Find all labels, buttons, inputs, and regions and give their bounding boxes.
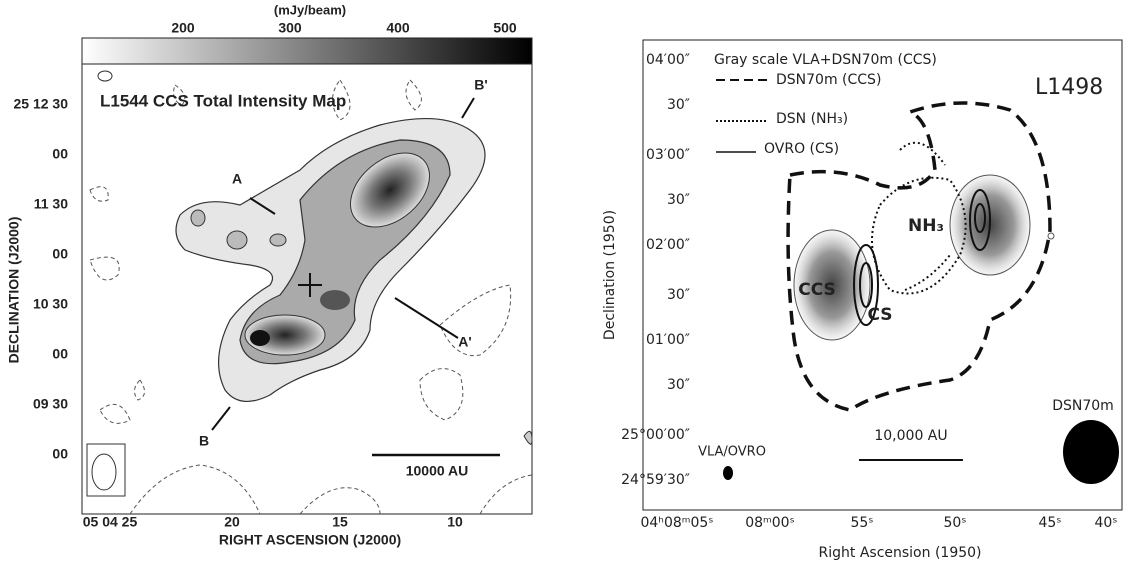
label: 15 — [332, 514, 348, 530]
label: A — [232, 171, 242, 187]
colorbar — [81, 37, 533, 65]
label: 00 — [52, 346, 68, 362]
peak — [350, 152, 430, 228]
label: 50ˢ — [943, 515, 966, 531]
label: 10000 AU — [406, 463, 469, 479]
label: 10,000 AU — [874, 428, 947, 444]
label: A' — [458, 334, 471, 350]
shape — [134, 379, 145, 401]
left-panel: (mJy/beam) 200 300 400 500 — [6, 2, 533, 548]
small-contour — [1047, 232, 1055, 240]
peak — [320, 290, 350, 310]
label: Right Ascension (1950) — [819, 545, 982, 561]
shape — [332, 79, 351, 121]
label: 00 — [52, 446, 68, 462]
label: DSN70m (CCS) — [776, 72, 881, 88]
label: 24°59′30″ — [621, 472, 690, 488]
shape — [173, 84, 186, 106]
label: NH₃ — [908, 216, 944, 236]
label: 40ˢ — [1094, 515, 1117, 531]
label: 01′00″ — [646, 332, 690, 348]
beam-contour — [97, 70, 113, 82]
label: 500 — [493, 20, 517, 36]
peak — [190, 209, 206, 227]
label: 08ᵐ00ˢ — [745, 515, 795, 531]
label: RIGHT ASCENSION (J2000) — [219, 532, 401, 548]
label: 04ʰ08ᵐ05ˢ — [640, 515, 713, 531]
ccs-core — [793, 229, 871, 341]
label: 10 30 — [33, 296, 68, 312]
beam-box — [86, 443, 126, 497]
right-panel: Gray scale VLA+DSN70m (CCS) DSN70m (CCS)… — [602, 39, 1123, 561]
label: 00 — [52, 146, 68, 162]
label: 11 30 — [34, 196, 68, 212]
shape — [129, 464, 261, 515]
negative-contours — [89, 79, 533, 515]
label: 03′00″ — [646, 147, 690, 163]
cs-contour — [859, 262, 873, 308]
label: VLA/OVRO — [698, 445, 766, 460]
label: DSN (NH₃) — [776, 111, 848, 127]
label: CS — [867, 305, 892, 325]
shape — [99, 403, 131, 424]
dsn70m-contour — [786, 101, 1052, 412]
cut-lines — [211, 97, 475, 431]
label: B' — [474, 77, 487, 93]
peak — [244, 314, 326, 356]
shape — [479, 474, 533, 515]
label: DECLINATION (J2000) — [6, 217, 22, 364]
shape — [299, 487, 381, 515]
shape — [89, 256, 120, 281]
beam — [91, 453, 117, 491]
label: 400 — [386, 20, 410, 36]
label: 45ˢ — [1038, 515, 1061, 531]
cs-contour — [853, 244, 879, 326]
label: 05 04 25 — [83, 514, 138, 530]
label: 00 — [52, 246, 68, 262]
label: 04′00″ — [646, 52, 690, 68]
label: 02′00″ — [646, 237, 690, 253]
label: L1498 — [1035, 75, 1103, 100]
label: 300 — [278, 20, 302, 36]
cs-contour — [974, 203, 986, 233]
shape — [419, 368, 464, 421]
label: (mJy/beam) — [274, 2, 346, 17]
label: 200 — [171, 20, 195, 36]
label: 25°00′00″ — [621, 427, 690, 443]
label: 09 30 — [33, 396, 68, 412]
cs-contour — [969, 189, 991, 251]
shape — [405, 79, 422, 111]
shape — [89, 186, 109, 202]
peak — [269, 233, 287, 247]
label: 30″ — [667, 192, 690, 208]
label: OVRO (CS) — [764, 141, 839, 157]
label: 25 12 30 — [14, 96, 69, 112]
label: 10 — [447, 514, 463, 530]
peak — [226, 230, 248, 250]
label: 55ˢ — [850, 515, 873, 531]
shape — [439, 284, 512, 357]
label: Gray scale VLA+DSN70m (CCS) — [714, 52, 937, 68]
edge-contour — [523, 430, 533, 445]
label: B — [199, 433, 209, 449]
label: CCS — [798, 280, 836, 300]
label: 30″ — [667, 377, 690, 393]
peak — [250, 330, 270, 346]
label: 30″ — [667, 97, 690, 113]
label: L1544 CCS Total Intensity Map — [100, 91, 346, 110]
center-cross — [298, 273, 322, 297]
beam — [1063, 420, 1119, 484]
label: 30″ — [667, 287, 690, 303]
plot-frame — [642, 39, 1123, 511]
label: 20 — [224, 514, 240, 530]
label: Declination (1950) — [602, 210, 618, 340]
label: DSN70m — [1052, 398, 1114, 414]
beam — [723, 466, 733, 480]
